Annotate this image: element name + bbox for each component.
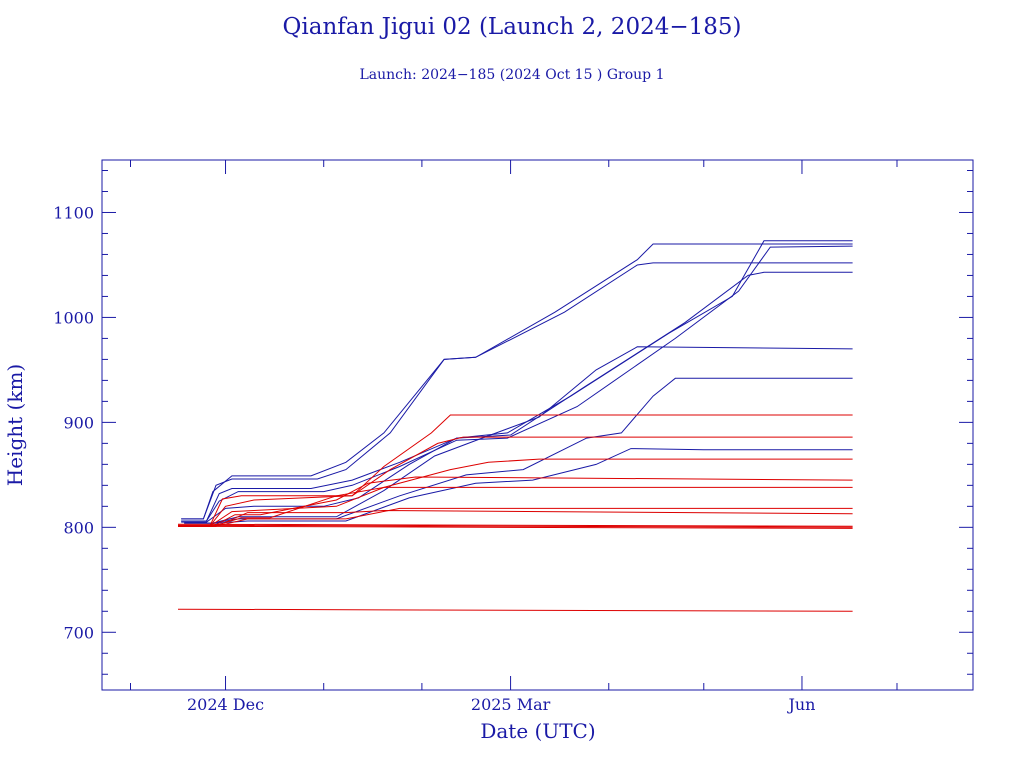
series-line-5: [181, 271, 853, 523]
series-line-7: [184, 377, 853, 524]
y-axis-label: Height (km): [3, 364, 27, 486]
series-line-8: [184, 448, 853, 524]
y-tick-label: 1100: [53, 203, 94, 222]
chart-subtitle: Launch: 2024−185 (2024 Oct 15 ) Group 1: [359, 67, 665, 83]
y-tick-label: 1000: [53, 308, 94, 327]
series-line-3: [181, 240, 853, 522]
series-layer: [177, 240, 853, 612]
series-line-13: [178, 486, 853, 527]
series-line-11: [178, 458, 853, 527]
x-tick-label: 2025 Mar: [471, 695, 551, 714]
y-tick-label: 800: [63, 518, 94, 537]
series-line-1: [181, 243, 853, 520]
y-tick-label: 700: [63, 623, 94, 642]
series-line-10: [178, 436, 853, 527]
series-line-19: [177, 608, 853, 612]
y-tick-label: 900: [63, 413, 94, 432]
series-line-16: [177, 523, 853, 527]
plot-frame: [101, 159, 974, 691]
series-line-17: [177, 524, 853, 528]
series-line-2: [181, 262, 853, 520]
x-tick-label: Jun: [786, 695, 815, 714]
series-line-18: [177, 525, 853, 529]
x-axis-label: Date (UTC): [480, 719, 595, 743]
x-tick-label: 2024 Dec: [187, 695, 264, 714]
axes-layer: 700 800 900 1000 1100 2024 Dec 2025 Mar Jun: [53, 159, 974, 714]
chart-title: Qianfan Jigui 02 (Launch 2, 2024−185): [282, 14, 742, 40]
series-line-6: [184, 346, 853, 524]
